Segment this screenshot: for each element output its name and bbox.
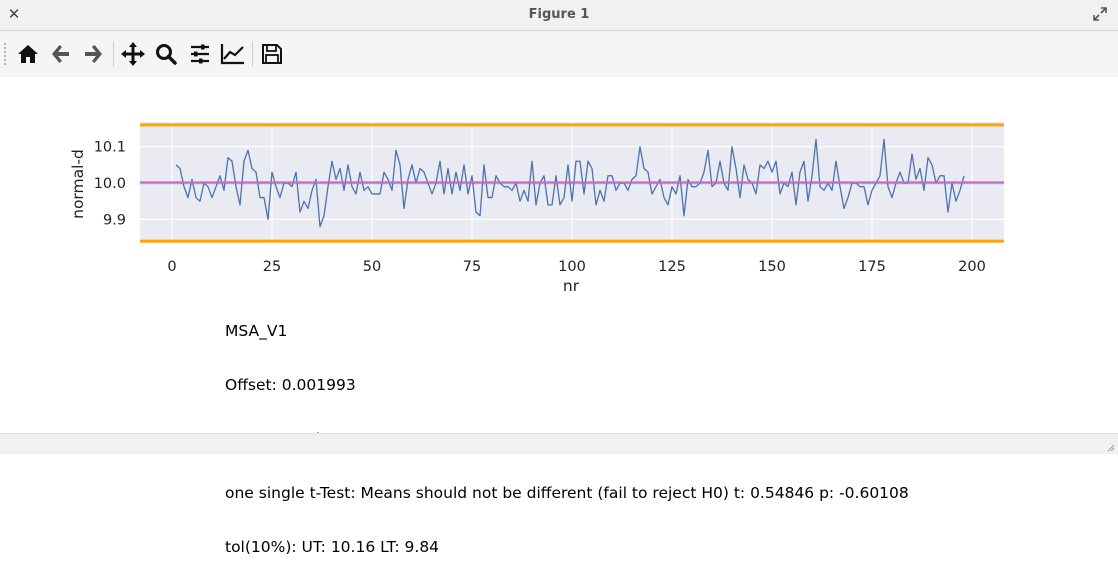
x-tick-label: 25 [263,259,281,275]
customize-icon [220,44,244,65]
x-tick-label: 75 [463,259,481,275]
toolbar-separator [252,41,253,67]
x-tick-label: 175 [858,259,886,275]
x-tick-label: 150 [758,259,786,275]
offset-text: Offset: 0.001993 [225,376,356,394]
window-title: Figure 1 [528,7,590,22]
back-button[interactable] [47,40,75,68]
series-group [140,138,1004,228]
close-icon[interactable]: ✕ [7,5,21,23]
x-tick-label: 125 [658,259,686,275]
resize-grip-icon[interactable] [1105,442,1115,452]
pan-icon [121,42,145,66]
x-tick-label: 0 [167,259,176,275]
status-bar [0,433,1118,454]
x-axis-label: nr [563,277,580,295]
title-bar: ✕ Figure 1 [0,0,1118,31]
home-icon [18,45,38,63]
forward-icon [85,45,102,63]
maximize-icon[interactable] [1092,6,1108,22]
save-icon [262,44,282,64]
limit-lines [140,123,1004,243]
tolerance-text: tol(10%): UT: 10.16 LT: 9.84 [225,538,440,556]
x-tick-label: 100 [558,259,586,275]
x-tick-label: 200 [958,259,986,275]
y-tick-label: 10.1 [94,140,126,156]
msa-name: MSA_V1 [225,322,288,340]
t-test-text: one single t-Test: Means should not be d… [225,484,909,502]
navigation-toolbar [0,31,1118,77]
subplots-icon [191,44,209,64]
y-axis-label: normal-d [69,149,87,219]
annotation-block: MSA_V1 Offset: 0.001993 Cg: 1.13 Cgk: 1.… [225,286,909,574]
x-tick-label: 50 [363,259,381,275]
home-button[interactable] [14,40,42,68]
toolbar-separator [113,41,114,67]
chart: 0 25 50 75 100 125 150 175 200 9.9 10.0 10.1 nr nor… [69,122,1004,295]
subplots-button[interactable] [186,40,214,68]
y-tick-label: 10.0 [94,176,126,192]
zoom-icon [156,44,177,65]
y-tick-label: 9.9 [103,212,126,228]
forward-button[interactable] [79,40,107,68]
pan-button[interactable] [119,40,147,68]
zoom-button[interactable] [152,40,180,68]
save-button[interactable] [258,40,286,68]
toolbar-grip[interactable] [4,43,9,65]
customize-button[interactable] [219,40,247,68]
tick-labels: 0 25 50 75 100 125 150 175 200 9.9 10.0 10.1 [94,140,986,275]
back-icon [52,45,69,63]
